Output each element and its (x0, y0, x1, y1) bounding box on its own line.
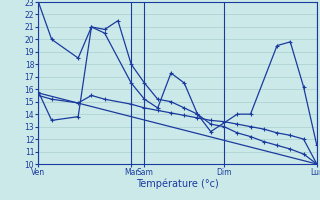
X-axis label: Température (°c): Température (°c) (136, 179, 219, 189)
